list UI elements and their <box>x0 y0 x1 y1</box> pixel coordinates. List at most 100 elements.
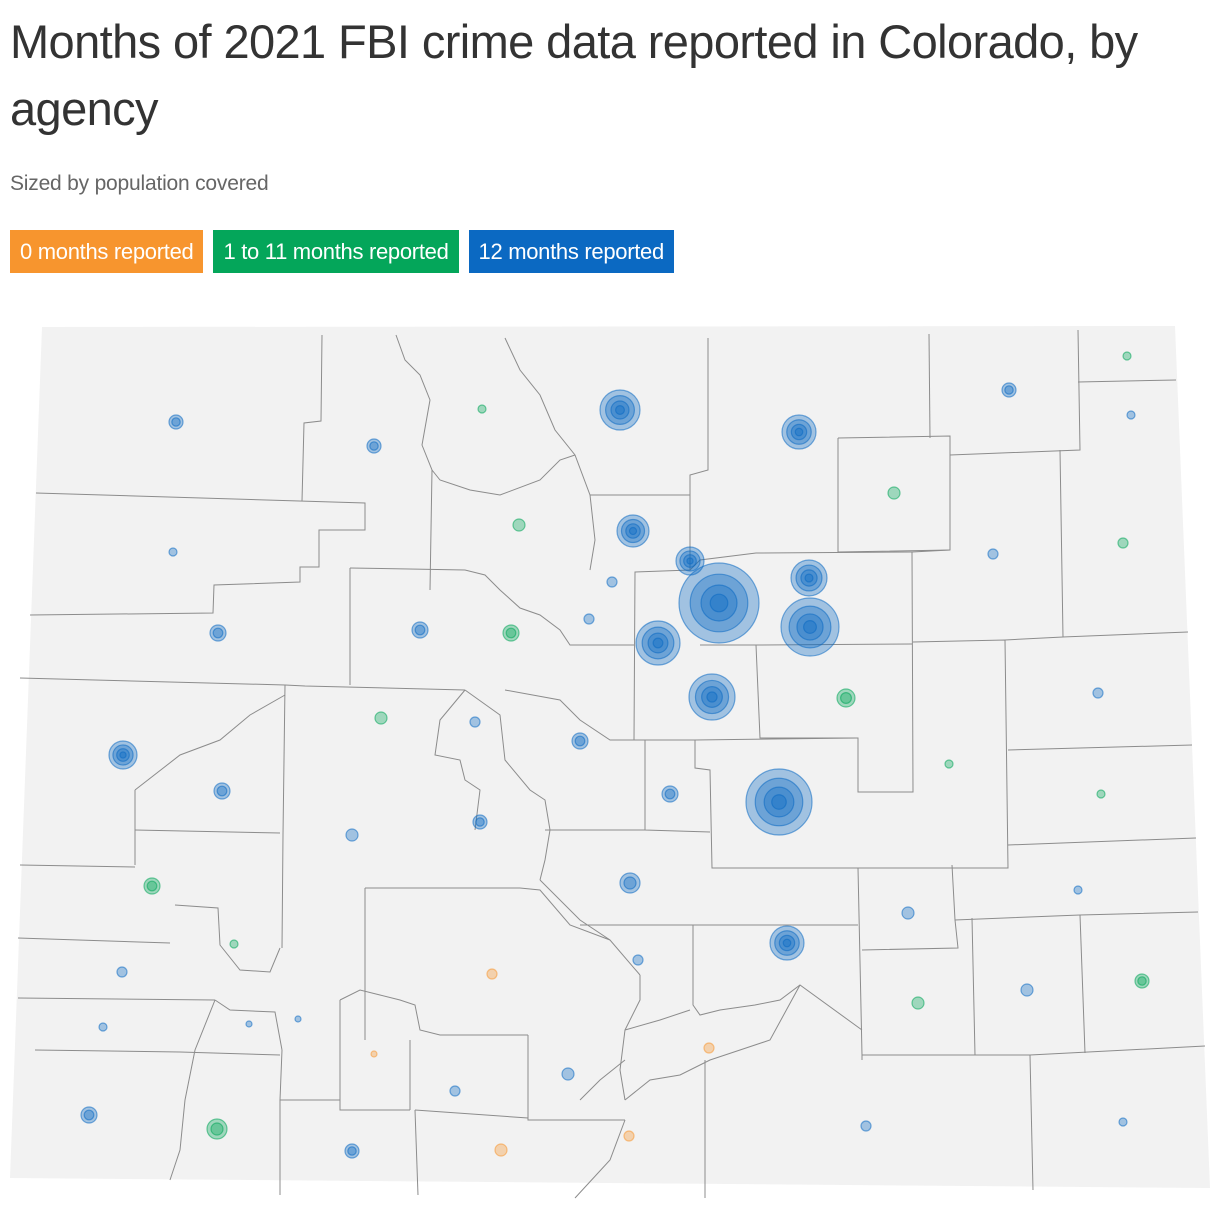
agency-bubble[interactable] <box>610 400 630 420</box>
agency-bubble[interactable] <box>987 548 999 560</box>
agency-bubble[interactable] <box>683 554 697 568</box>
agency-bubble[interactable] <box>641 626 675 660</box>
agency-bubble[interactable] <box>647 632 669 654</box>
agency-bubble[interactable] <box>804 573 814 583</box>
agency-bubble[interactable] <box>1020 983 1034 997</box>
agency-bubble[interactable] <box>1092 687 1104 699</box>
agency-bubble[interactable] <box>494 1143 508 1157</box>
agency-bubble[interactable] <box>604 395 635 426</box>
agency-bubble[interactable] <box>782 938 792 948</box>
agency-bubble[interactable] <box>294 1015 302 1023</box>
legend-item-partial[interactable]: 1 to 11 months reported <box>213 230 459 273</box>
agency-bubble[interactable] <box>887 486 901 500</box>
agency-bubble[interactable] <box>901 906 915 920</box>
agency-bubble[interactable] <box>1118 1117 1128 1127</box>
agency-bubble[interactable] <box>116 748 130 762</box>
agency-bubble[interactable] <box>366 438 382 454</box>
agency-bubble[interactable] <box>694 679 730 715</box>
agency-bubble[interactable] <box>209 624 227 642</box>
agency-bubble[interactable] <box>700 584 738 622</box>
agency-bubble[interactable] <box>345 828 359 842</box>
agency-bubble[interactable] <box>472 814 488 830</box>
agency-bubble[interactable] <box>561 1067 575 1081</box>
agency-bubble[interactable] <box>571 732 589 750</box>
agency-bubble[interactable] <box>689 573 749 633</box>
agency-bubble[interactable] <box>795 564 823 592</box>
agency-bubble[interactable] <box>344 1143 360 1159</box>
agency-bubble[interactable] <box>701 686 723 708</box>
agency-bubble[interactable] <box>512 518 526 532</box>
agency-bubble[interactable] <box>486 968 498 980</box>
agency-bubble[interactable] <box>171 417 181 427</box>
agency-bubble[interactable] <box>606 576 618 588</box>
agency-bubble[interactable] <box>168 547 178 557</box>
agency-bubble[interactable] <box>628 526 638 536</box>
agency-bubble[interactable] <box>774 930 800 956</box>
agency-bubble[interactable] <box>754 777 804 827</box>
legend-item-full[interactable]: 12 months reported <box>468 230 674 273</box>
agency-bubble[interactable] <box>709 593 729 613</box>
agency-bubble[interactable] <box>449 1085 461 1097</box>
agency-bubble[interactable] <box>411 621 429 639</box>
agency-bubble[interactable] <box>98 1022 108 1032</box>
agency-bubble[interactable] <box>80 1106 98 1124</box>
agency-bubble[interactable] <box>477 404 487 414</box>
agency-bubble[interactable] <box>944 759 954 769</box>
agency-bubble[interactable] <box>168 414 184 430</box>
agency-bubble[interactable] <box>475 817 485 827</box>
agency-bubble[interactable] <box>911 996 925 1010</box>
agency-bubble[interactable] <box>1073 885 1083 895</box>
agency-bubble[interactable] <box>796 613 824 641</box>
agency-bubble[interactable] <box>794 427 804 437</box>
agency-bubble[interactable] <box>620 518 646 544</box>
agency-bubble[interactable] <box>771 794 787 810</box>
agency-bubble[interactable] <box>661 785 679 803</box>
agency-bubble[interactable] <box>839 691 852 704</box>
agency-bubble[interactable] <box>583 613 595 625</box>
agency-bubble[interactable] <box>206 1118 228 1140</box>
agency-bubble[interactable] <box>1096 789 1106 799</box>
agency-bubble[interactable] <box>860 1120 872 1132</box>
agency-bubble[interactable] <box>790 423 808 441</box>
agency-bubble[interactable] <box>706 691 718 703</box>
agency-bubble[interactable] <box>614 405 625 416</box>
agency-bubble[interactable] <box>469 716 481 728</box>
agency-bubble[interactable] <box>763 786 795 818</box>
agency-bubble[interactable] <box>369 441 379 451</box>
agency-bubble[interactable] <box>800 569 818 587</box>
agency-bubble[interactable] <box>213 782 231 800</box>
agency-bubble[interactable] <box>788 605 832 649</box>
agency-bubble[interactable] <box>778 934 796 952</box>
agency-bubble[interactable] <box>146 880 158 892</box>
agency-bubble[interactable] <box>370 1050 378 1058</box>
agency-bubble[interactable] <box>143 877 161 895</box>
agency-bubble[interactable] <box>245 1020 253 1028</box>
agency-bubble[interactable] <box>623 876 637 890</box>
agency-bubble[interactable] <box>212 627 224 639</box>
agency-bubble[interactable] <box>836 688 856 708</box>
agency-bubble[interactable] <box>623 1130 635 1142</box>
agency-bubble[interactable] <box>664 788 676 800</box>
agency-bubble[interactable] <box>83 1109 95 1121</box>
agency-bubble[interactable] <box>347 1146 357 1156</box>
agency-bubble[interactable] <box>112 744 134 766</box>
agency-bubble[interactable] <box>505 627 517 639</box>
agency-bubble[interactable] <box>229 939 239 949</box>
agency-bubble[interactable] <box>1126 410 1136 420</box>
agency-bubble[interactable] <box>803 620 817 634</box>
agency-bubble[interactable] <box>1001 382 1017 398</box>
agency-bubble[interactable] <box>625 523 641 539</box>
agency-bubble[interactable] <box>1134 973 1150 989</box>
agency-bubble[interactable] <box>619 872 641 894</box>
agency-bubble[interactable] <box>1122 351 1132 361</box>
legend-item-zero[interactable]: 0 months reported <box>10 230 204 273</box>
agency-bubble[interactable] <box>1117 537 1129 549</box>
agency-bubble[interactable] <box>703 1042 715 1054</box>
agency-bubble[interactable] <box>1004 385 1014 395</box>
agency-bubble[interactable] <box>119 751 127 759</box>
agency-bubble[interactable] <box>374 711 388 725</box>
agency-bubble[interactable] <box>786 419 812 445</box>
agency-bubble[interactable] <box>1137 976 1147 986</box>
agency-bubble[interactable] <box>216 785 228 797</box>
agency-bubble[interactable] <box>116 966 128 978</box>
